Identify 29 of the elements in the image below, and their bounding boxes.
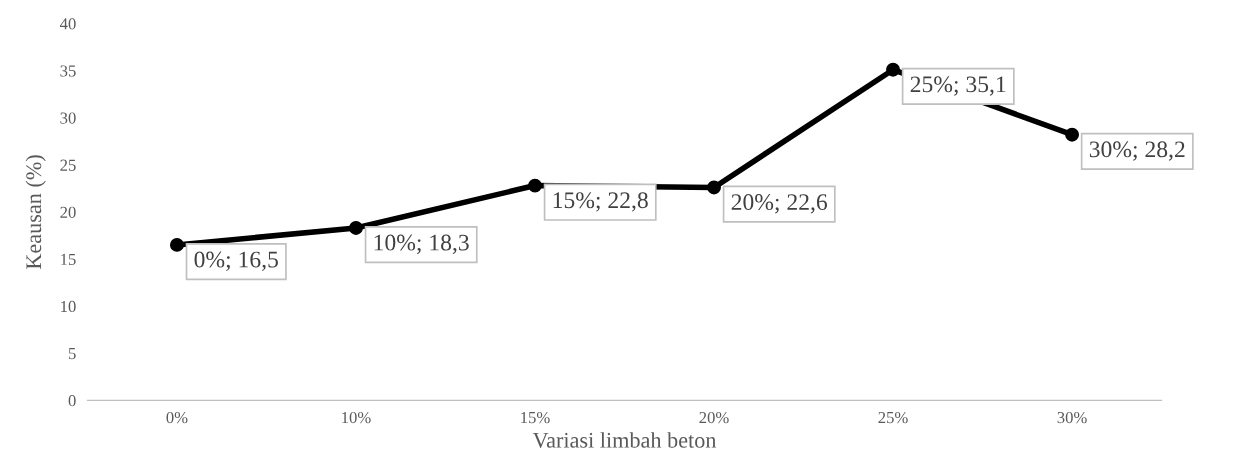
- y-tick-label: 40: [59, 18, 76, 30]
- x-tick-label: 30%: [1057, 411, 1087, 424]
- data-label: 25%; 35,1: [910, 76, 1006, 96]
- point: [707, 180, 721, 195]
- y-tick-label: 0: [68, 395, 76, 407]
- point: [169, 237, 184, 252]
- data-label: 30%; 28,2: [1089, 141, 1185, 161]
- y-tick-label: 25: [60, 159, 76, 171]
- y-tick-label: 20: [60, 206, 76, 218]
- y-tick-label: 15: [61, 253, 76, 265]
- y-tick-label: 5: [68, 348, 76, 360]
- point: [528, 178, 542, 193]
- point: [349, 221, 363, 235]
- point: [1065, 127, 1080, 142]
- y-tick-label: 30: [60, 112, 76, 124]
- data-label: 15%; 22,8: [553, 192, 648, 212]
- data-label: 20%; 22,6: [731, 194, 828, 214]
- x-tick-label: 0%: [166, 411, 188, 424]
- x-tick-label: 10%: [342, 411, 371, 424]
- x-axis-title: Variasi limbah beton: [532, 432, 717, 448]
- x-tick-label: 25%: [878, 411, 908, 424]
- x-tick-label: 20%: [699, 411, 729, 424]
- y-axis-title: Keausan (%): [25, 155, 46, 269]
- data-label: 0%; 16,5: [194, 251, 278, 271]
- data-label: 10%; 18,3: [374, 234, 469, 254]
- point: [886, 62, 900, 77]
- y-tick-label: 35: [60, 65, 76, 77]
- x-tick-label: 15%: [521, 411, 550, 424]
- y-tick-label: 10: [61, 300, 76, 313]
